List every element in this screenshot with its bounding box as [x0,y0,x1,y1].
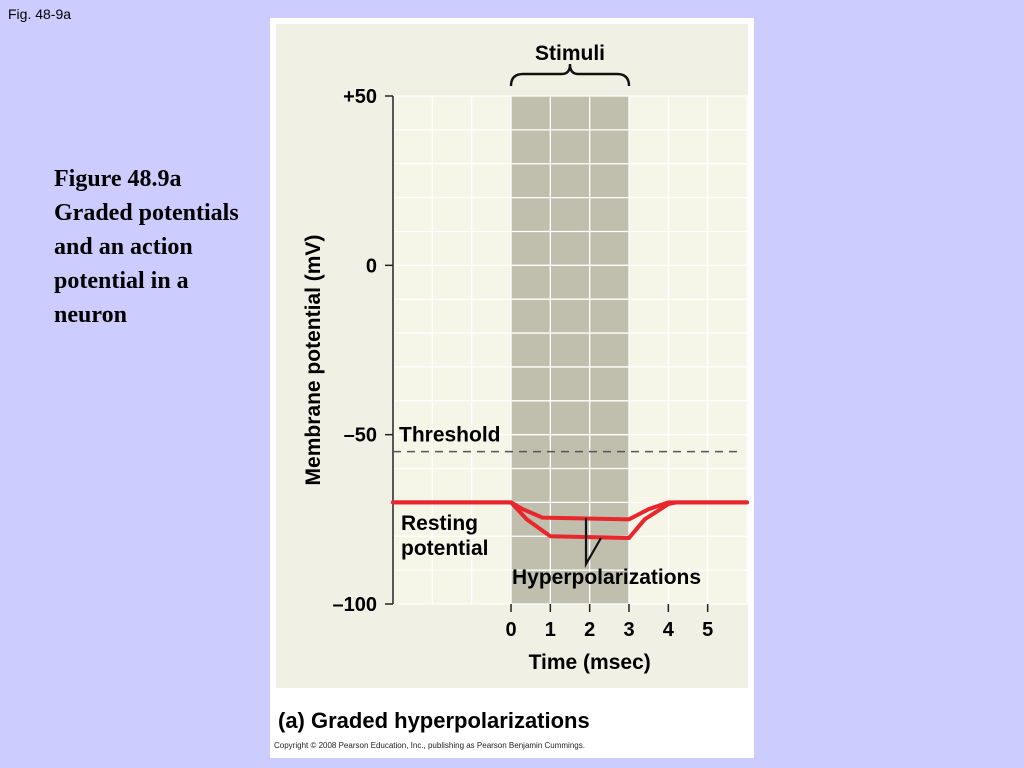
x-tick-label: 5 [702,619,713,641]
label-layer: Stimuli Threshold Resting potential Hyperpol… [302,42,701,674]
y-tick-label: –50 [344,425,377,447]
hyperpolarizations-label: Hyperpolarizations [512,566,701,589]
membrane-potential-trace [391,500,749,540]
y-tick-label: +50 [343,86,377,108]
figure-panel: +50 0 –50 –100 0 1 2 3 4 5 Stimuli Threshold Restin… [270,18,754,758]
resting-potential-label-line: Resting [401,512,478,535]
figure-number: Fig. 48-9a [8,6,72,22]
x-tick-label: 4 [663,619,675,641]
plot-layer [393,96,747,604]
y-tick-label: –100 [333,594,378,616]
x-tick-label: 1 [545,619,556,641]
stimulus-band [511,96,629,604]
stimuli-bracket [509,63,631,87]
y-tick-label: 0 [366,255,377,277]
y-axis-title: Membrane potential (mV) [302,235,325,486]
panel-title: (a) Graded hyperpolarizations [278,708,590,733]
series-layer [391,450,749,540]
stimuli-label: Stimuli [535,42,605,65]
membrane-potential-chart: +50 0 –50 –100 0 1 2 3 4 5 Stimuli Threshold Restin… [276,24,749,688]
threshold-label: Threshold [399,424,501,447]
x-axis-title: Time (msec) [529,651,651,674]
resting-potential-label: Resting potential [401,512,489,560]
x-tick-label: 3 [623,619,634,641]
x-tick-label: 2 [584,619,595,641]
hyperpolarization-pointer [584,518,602,569]
x-tick-label: 0 [505,619,516,641]
copyright-notice: Copyright © 2008 Pearson Education, Inc.… [274,741,585,750]
axis-layer: +50 0 –50 –100 0 1 2 3 4 5 [333,86,714,641]
resting-potential-label-line: potential [401,537,489,560]
figure-caption: Figure 48.9a Graded potentials and an ac… [54,166,239,328]
